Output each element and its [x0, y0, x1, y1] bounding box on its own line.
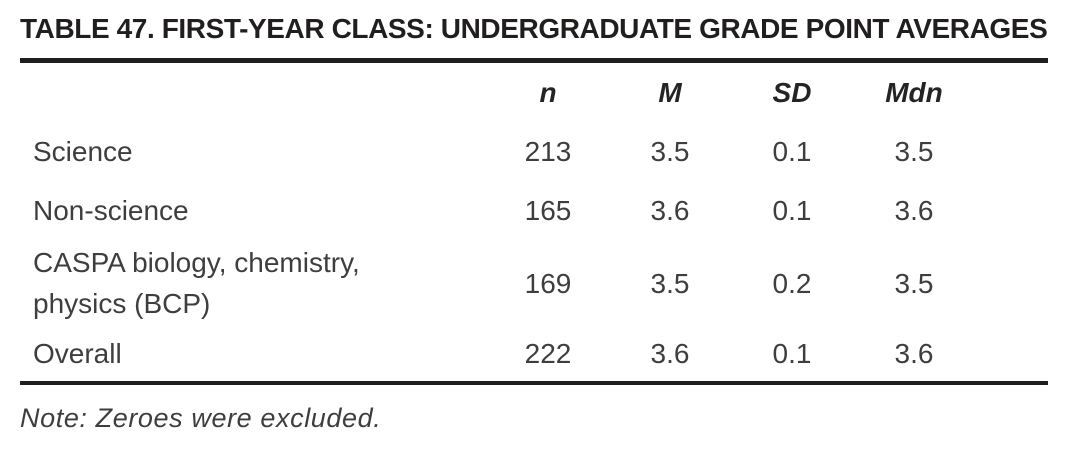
cell-sd: 0.1	[772, 195, 812, 226]
cell-spacer	[975, 327, 1036, 381]
column-header-sd: SD	[772, 77, 812, 108]
cell-spacer	[975, 123, 1036, 181]
column-header-empty	[20, 63, 487, 123]
cell-mdn: 3.6	[894, 338, 934, 369]
column-header-mdn: Mdn	[885, 77, 943, 108]
top-rule	[20, 58, 1048, 63]
row-label-text: CASPA biology, chemistry, physics (BCP)	[33, 247, 360, 319]
cell-mdn: 3.5	[894, 268, 934, 299]
cell-sd: 0.1	[772, 136, 812, 167]
table-note: Note: Zeroes were excluded.	[20, 403, 382, 433]
column-header-n: n	[539, 77, 557, 108]
row-label-text: Non-science	[33, 194, 189, 226]
table-row-bcp: CASPA biology, chemistry, physics (BCP) …	[20, 241, 1036, 327]
table-title: TABLE 47. FIRST-YEAR CLASS: UNDERGRADUAT…	[20, 13, 1048, 44]
column-header-m: M	[658, 77, 682, 108]
table-row-science: Science 213 3.5 0.1 3.5	[20, 123, 1036, 181]
cell-m: 3.5	[650, 136, 690, 167]
header-row: n M SD Mdn	[20, 63, 1036, 123]
cell-mdn: 3.6	[894, 195, 934, 226]
table-row-non-science: Non-science 165 3.6 0.1 3.6	[20, 181, 1036, 241]
table-row-overall: Overall 222 3.6 0.1 3.6	[20, 327, 1036, 381]
cell-n: 165	[524, 195, 572, 226]
cell-n: 213	[524, 136, 572, 167]
cell-spacer	[975, 241, 1036, 327]
bottom-rule	[20, 381, 1048, 385]
cell-mdn: 3.5	[894, 136, 934, 167]
gpa-table: n M SD Mdn Science 213 3.5 0.1 3.5 Non-s…	[20, 63, 1036, 381]
cell-m: 3.6	[650, 338, 690, 369]
cell-n: 169	[524, 268, 572, 299]
cell-m: 3.6	[650, 195, 690, 226]
cell-sd: 0.2	[772, 268, 812, 299]
row-label: Non-science	[20, 181, 487, 241]
column-header-spacer	[975, 63, 1036, 123]
row-label: Overall	[20, 327, 487, 381]
cell-m: 3.5	[650, 268, 690, 299]
cell-spacer	[975, 181, 1036, 241]
cell-sd: 0.1	[772, 338, 812, 369]
row-label: CASPA biology, chemistry, physics (BCP)	[20, 241, 487, 327]
row-label: Science	[20, 123, 487, 181]
cell-n: 222	[524, 338, 572, 369]
row-label-text: Science	[33, 135, 133, 167]
row-label-text: Overall	[33, 337, 122, 369]
